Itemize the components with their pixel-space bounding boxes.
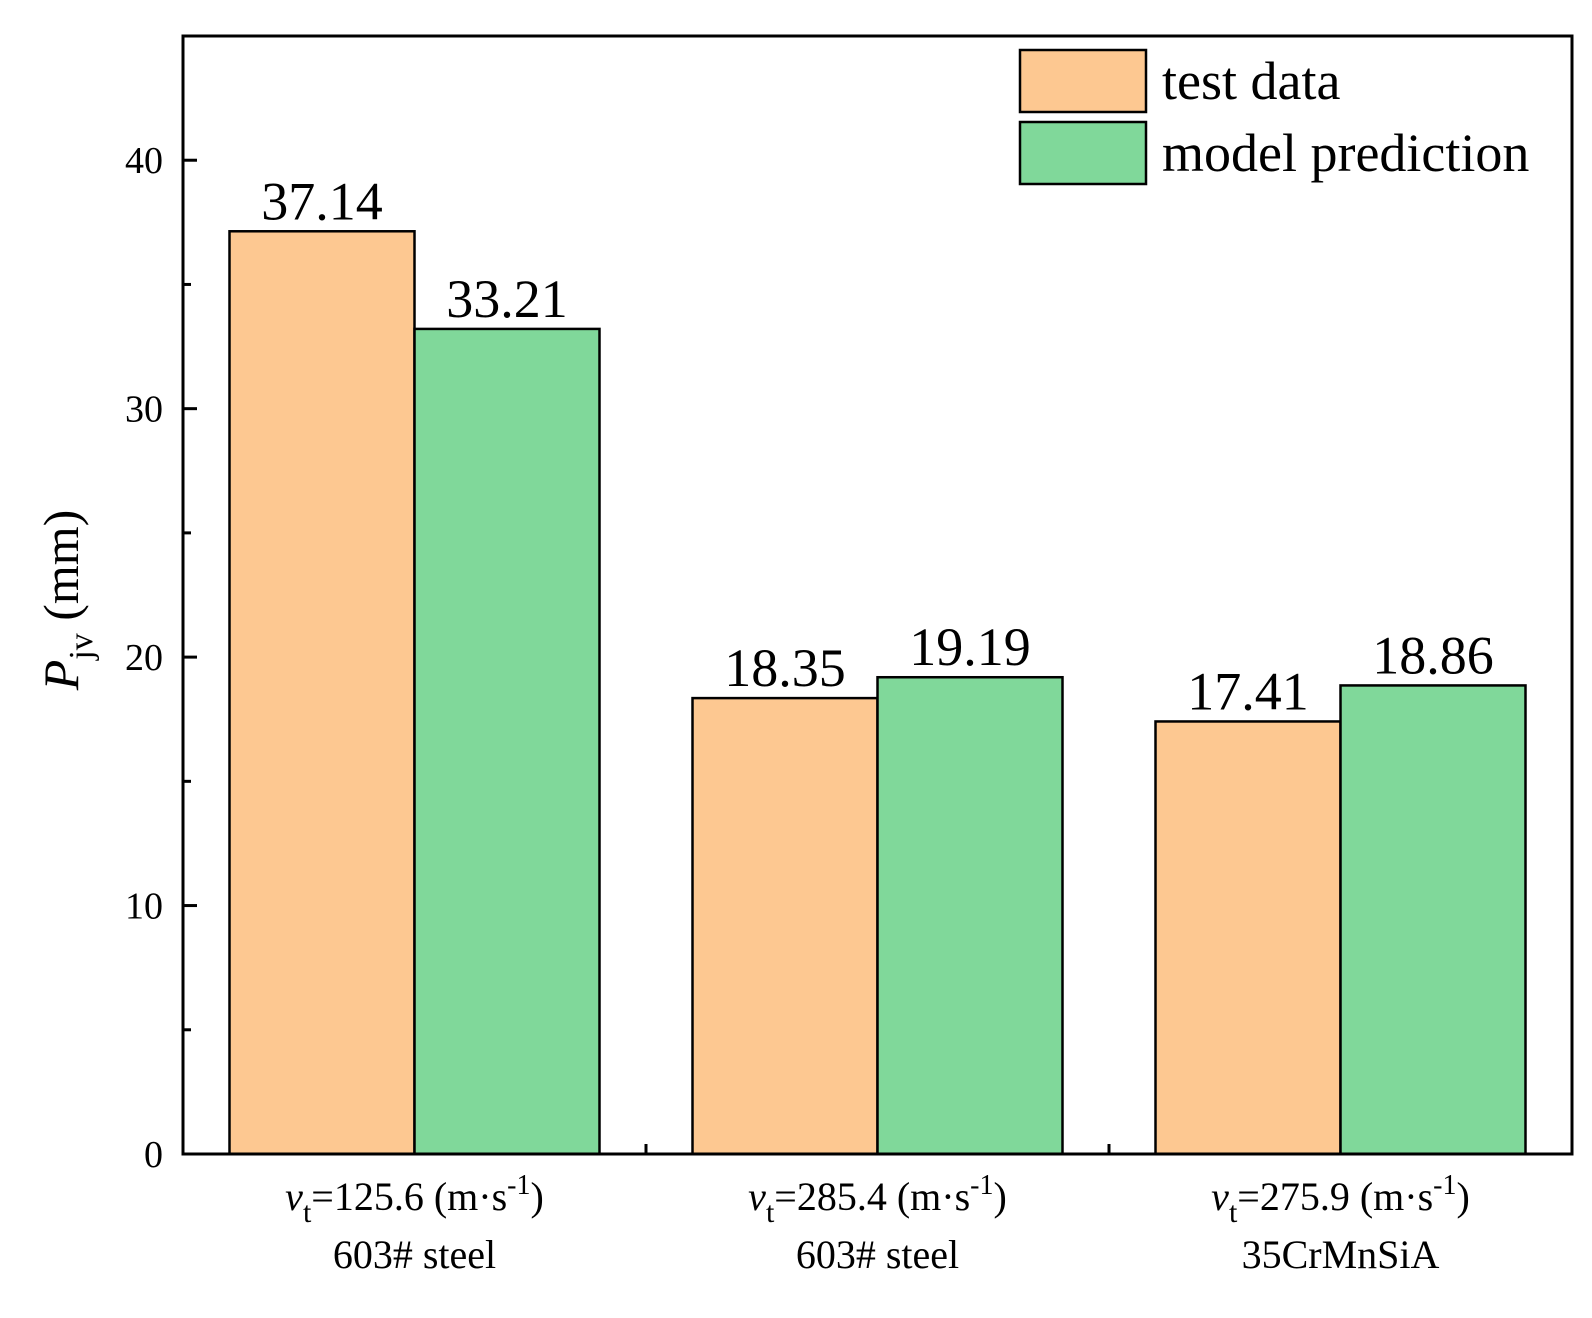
x-category-label: vt=275.9 (m·s-1)	[1211, 1170, 1470, 1229]
bar-value-label: 18.35	[724, 638, 846, 698]
legend-swatch	[1018, 48, 1148, 114]
y-axis-label: Pjv (mm)	[33, 510, 100, 692]
category-unit-exponent: -1	[970, 1170, 993, 1201]
x-category-label: vt=125.6 (m·s-1)	[285, 1170, 544, 1229]
category-velocity-value: =125.6 (m·s	[311, 1174, 507, 1219]
category-velocity-subscript: t	[766, 1196, 775, 1229]
y-tick-label: 0	[144, 1134, 163, 1176]
bar	[1154, 720, 1342, 1156]
bar-value-label: 37.14	[261, 171, 383, 231]
category-close-paren: )	[1457, 1174, 1470, 1219]
bar-value-label: 19.19	[909, 617, 1031, 677]
y-tick-label: 20	[125, 637, 163, 679]
bar-value-label: 17.41	[1187, 661, 1309, 721]
category-unit-exponent: -1	[1433, 1170, 1456, 1201]
y-tick-label: 10	[125, 886, 163, 928]
y-axis-symbol: P	[33, 660, 89, 692]
bars-layer	[228, 230, 1527, 1156]
y-axis-subscript: jv	[63, 633, 100, 660]
legend-label: model prediction	[1162, 123, 1529, 183]
legend: test data model prediction	[1018, 48, 1529, 186]
category-velocity-symbol: v	[285, 1174, 303, 1219]
category-velocity-subscript: t	[1229, 1196, 1238, 1229]
legend-swatch	[1018, 120, 1148, 186]
category-velocity-symbol: v	[748, 1174, 766, 1219]
x-category-material: 603# steel	[796, 1232, 959, 1277]
bar-value-label: 18.86	[1372, 625, 1494, 685]
y-axis-unit: (mm)	[33, 510, 89, 634]
bar	[1339, 684, 1527, 1156]
category-velocity-symbol: v	[1211, 1174, 1229, 1219]
category-velocity-subscript: t	[303, 1196, 312, 1229]
plot-frame	[181, 34, 1574, 1156]
x-category-label: vt=285.4 (m·s-1)	[748, 1170, 1007, 1229]
data-labels-layer: 37.14 33.21 18.35 19.19 17.41 18.86	[261, 171, 1494, 721]
bar	[228, 230, 416, 1156]
x-category-material: 603# steel	[333, 1232, 496, 1277]
category-velocity-value: =285.4 (m·s	[774, 1174, 970, 1219]
category-unit-exponent: -1	[507, 1170, 530, 1201]
legend-label: test data	[1162, 51, 1340, 111]
bar	[691, 696, 879, 1156]
y-tick-label: 30	[125, 389, 163, 431]
category-velocity-value: =275.9 (m·s	[1237, 1174, 1433, 1219]
bar	[876, 675, 1064, 1156]
bar	[413, 327, 601, 1156]
bar-value-label: 33.21	[446, 269, 568, 329]
x-category-material: 35CrMnSiA	[1242, 1232, 1440, 1277]
category-close-paren: )	[531, 1174, 544, 1219]
y-tick-label: 40	[125, 140, 163, 182]
category-close-paren: )	[994, 1174, 1007, 1219]
